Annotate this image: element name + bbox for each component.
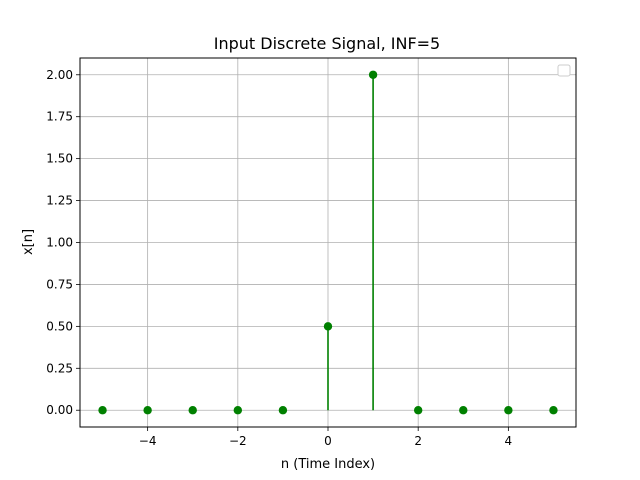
stem-marker <box>233 406 243 415</box>
stem-marker <box>143 406 152 415</box>
y-tick-label: 1.00 <box>46 236 73 250</box>
stem-marker <box>413 406 423 415</box>
stem-marker <box>323 322 333 331</box>
stems <box>98 70 558 415</box>
x-tick-label: 4 <box>505 434 513 448</box>
y-tick-label: 2.00 <box>46 68 73 82</box>
y-tick-label: 0.00 <box>46 403 73 417</box>
x-tick-label: −4 <box>139 434 157 448</box>
stem-marker <box>549 406 558 415</box>
y-tick-label: 1.75 <box>46 110 73 124</box>
stem-marker <box>368 70 378 79</box>
chart-title: Input Discrete Signal, INF=5 <box>214 34 440 53</box>
y-ticks: 0.00 0.25 0.50 0.75 1.00 1.25 1.50 1.75 2.00 <box>46 68 80 417</box>
stem-marker <box>98 406 107 415</box>
stem-marker <box>504 406 513 415</box>
legend-box <box>557 64 571 77</box>
stem-marker <box>278 406 288 415</box>
x-tick-label: 0 <box>324 434 332 448</box>
y-axis-label: x[n] <box>21 229 36 255</box>
y-tick-label: 0.75 <box>46 277 73 291</box>
y-tick-label: 1.25 <box>46 194 73 208</box>
y-tick-label: 1.50 <box>46 152 73 166</box>
x-axis-label: n (Time Index) <box>281 457 375 472</box>
y-tick-label: 0.25 <box>46 361 73 375</box>
stem-marker <box>188 406 197 415</box>
stem-marker <box>459 406 468 415</box>
x-tick-label: −2 <box>229 434 247 448</box>
x-ticks: −4 −2 0 2 4 <box>139 427 512 448</box>
y-tick-label: 0.50 <box>46 319 73 333</box>
x-tick-label: 2 <box>414 434 422 448</box>
